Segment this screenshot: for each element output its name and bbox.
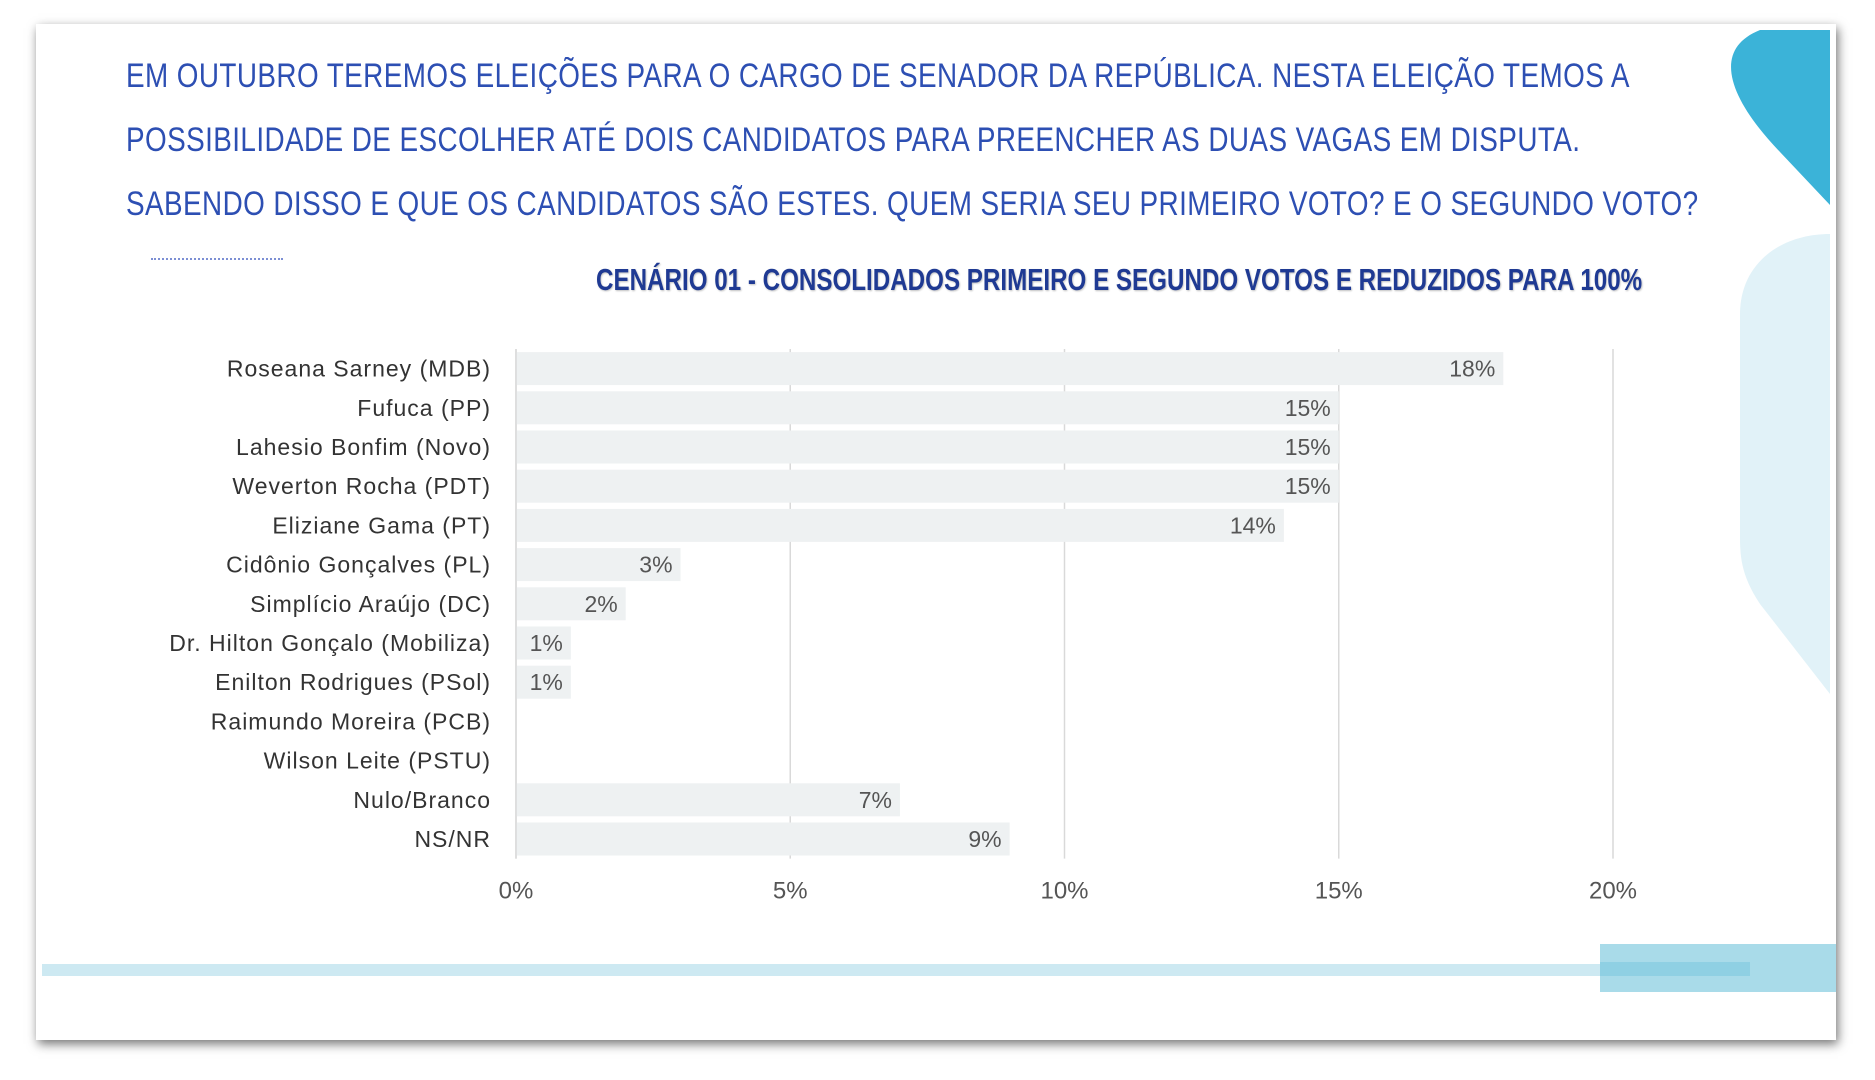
decorative-corner-shape <box>1731 30 1830 205</box>
data-label: 14% <box>1230 512 1276 538</box>
bar <box>516 430 1339 464</box>
dotted-divider <box>151 258 283 260</box>
category-label: Fufuca (PP) <box>357 395 491 421</box>
bar-chart: 0% 5% 10% 15% 20% Roseana Sarney (MDB) 18% Fufu… <box>169 349 1637 905</box>
data-label: 15% <box>1285 434 1331 460</box>
data-label: 2% <box>584 591 617 617</box>
bar <box>516 783 900 817</box>
data-label: 15% <box>1285 395 1331 421</box>
bar <box>516 469 1339 503</box>
decorative-side-shape <box>1740 234 1830 694</box>
data-label: 1% <box>530 630 563 656</box>
x-tick-label: 20% <box>1589 878 1637 905</box>
category-label: Roseana Sarney (MDB) <box>227 356 491 382</box>
category-label: Weverton Rocha (PDT) <box>232 473 491 499</box>
category-label: NS/NR <box>414 826 491 852</box>
bar <box>516 626 571 660</box>
bar <box>516 822 1010 856</box>
bar <box>516 665 571 699</box>
bar <box>516 352 1504 386</box>
bar <box>516 548 681 582</box>
bar <box>516 508 1284 542</box>
bar <box>516 587 626 621</box>
data-label: 7% <box>859 787 892 813</box>
bar <box>516 391 1339 425</box>
category-label: Lahesio Bonfim (Novo) <box>236 434 491 460</box>
data-label: 15% <box>1285 473 1331 499</box>
x-tick-label: 10% <box>1040 878 1088 905</box>
category-label: Simplício Araújo (DC) <box>250 591 491 617</box>
footer-accent <box>1600 962 1750 976</box>
chart-title: CENÁRIO 01 - CONSOLIDADOS PRIMEIRO E SEG… <box>596 262 1643 297</box>
category-label: Raimundo Moreira (PCB) <box>211 708 491 734</box>
data-label: 1% <box>530 669 563 695</box>
category-label: Dr. Hilton Gonçalo (Mobiliza) <box>169 630 491 656</box>
category-label: Eliziane Gama (PT) <box>272 512 491 538</box>
question-line-2: POSSIBILIDADE DE ESCOLHER ATÉ DOIS CANDI… <box>126 121 1581 159</box>
data-label: 3% <box>639 552 672 578</box>
x-tick-label: 0% <box>499 878 534 905</box>
category-label: Enilton Rodrigues (PSol) <box>215 669 491 695</box>
category-label: Wilson Leite (PSTU) <box>264 748 491 774</box>
data-label: 18% <box>1449 356 1495 382</box>
x-tick-label: 15% <box>1315 878 1363 905</box>
x-tick-label: 5% <box>773 878 808 905</box>
data-label: 9% <box>968 826 1001 852</box>
category-label: Nulo/Branco <box>353 787 491 813</box>
footer-line <box>42 964 1792 976</box>
category-label: Cidônio Gonçalves (PL) <box>226 552 491 578</box>
slide: EM OUTUBRO TEREMOS ELEIÇÕES PARA O CARGO… <box>36 24 1836 1040</box>
